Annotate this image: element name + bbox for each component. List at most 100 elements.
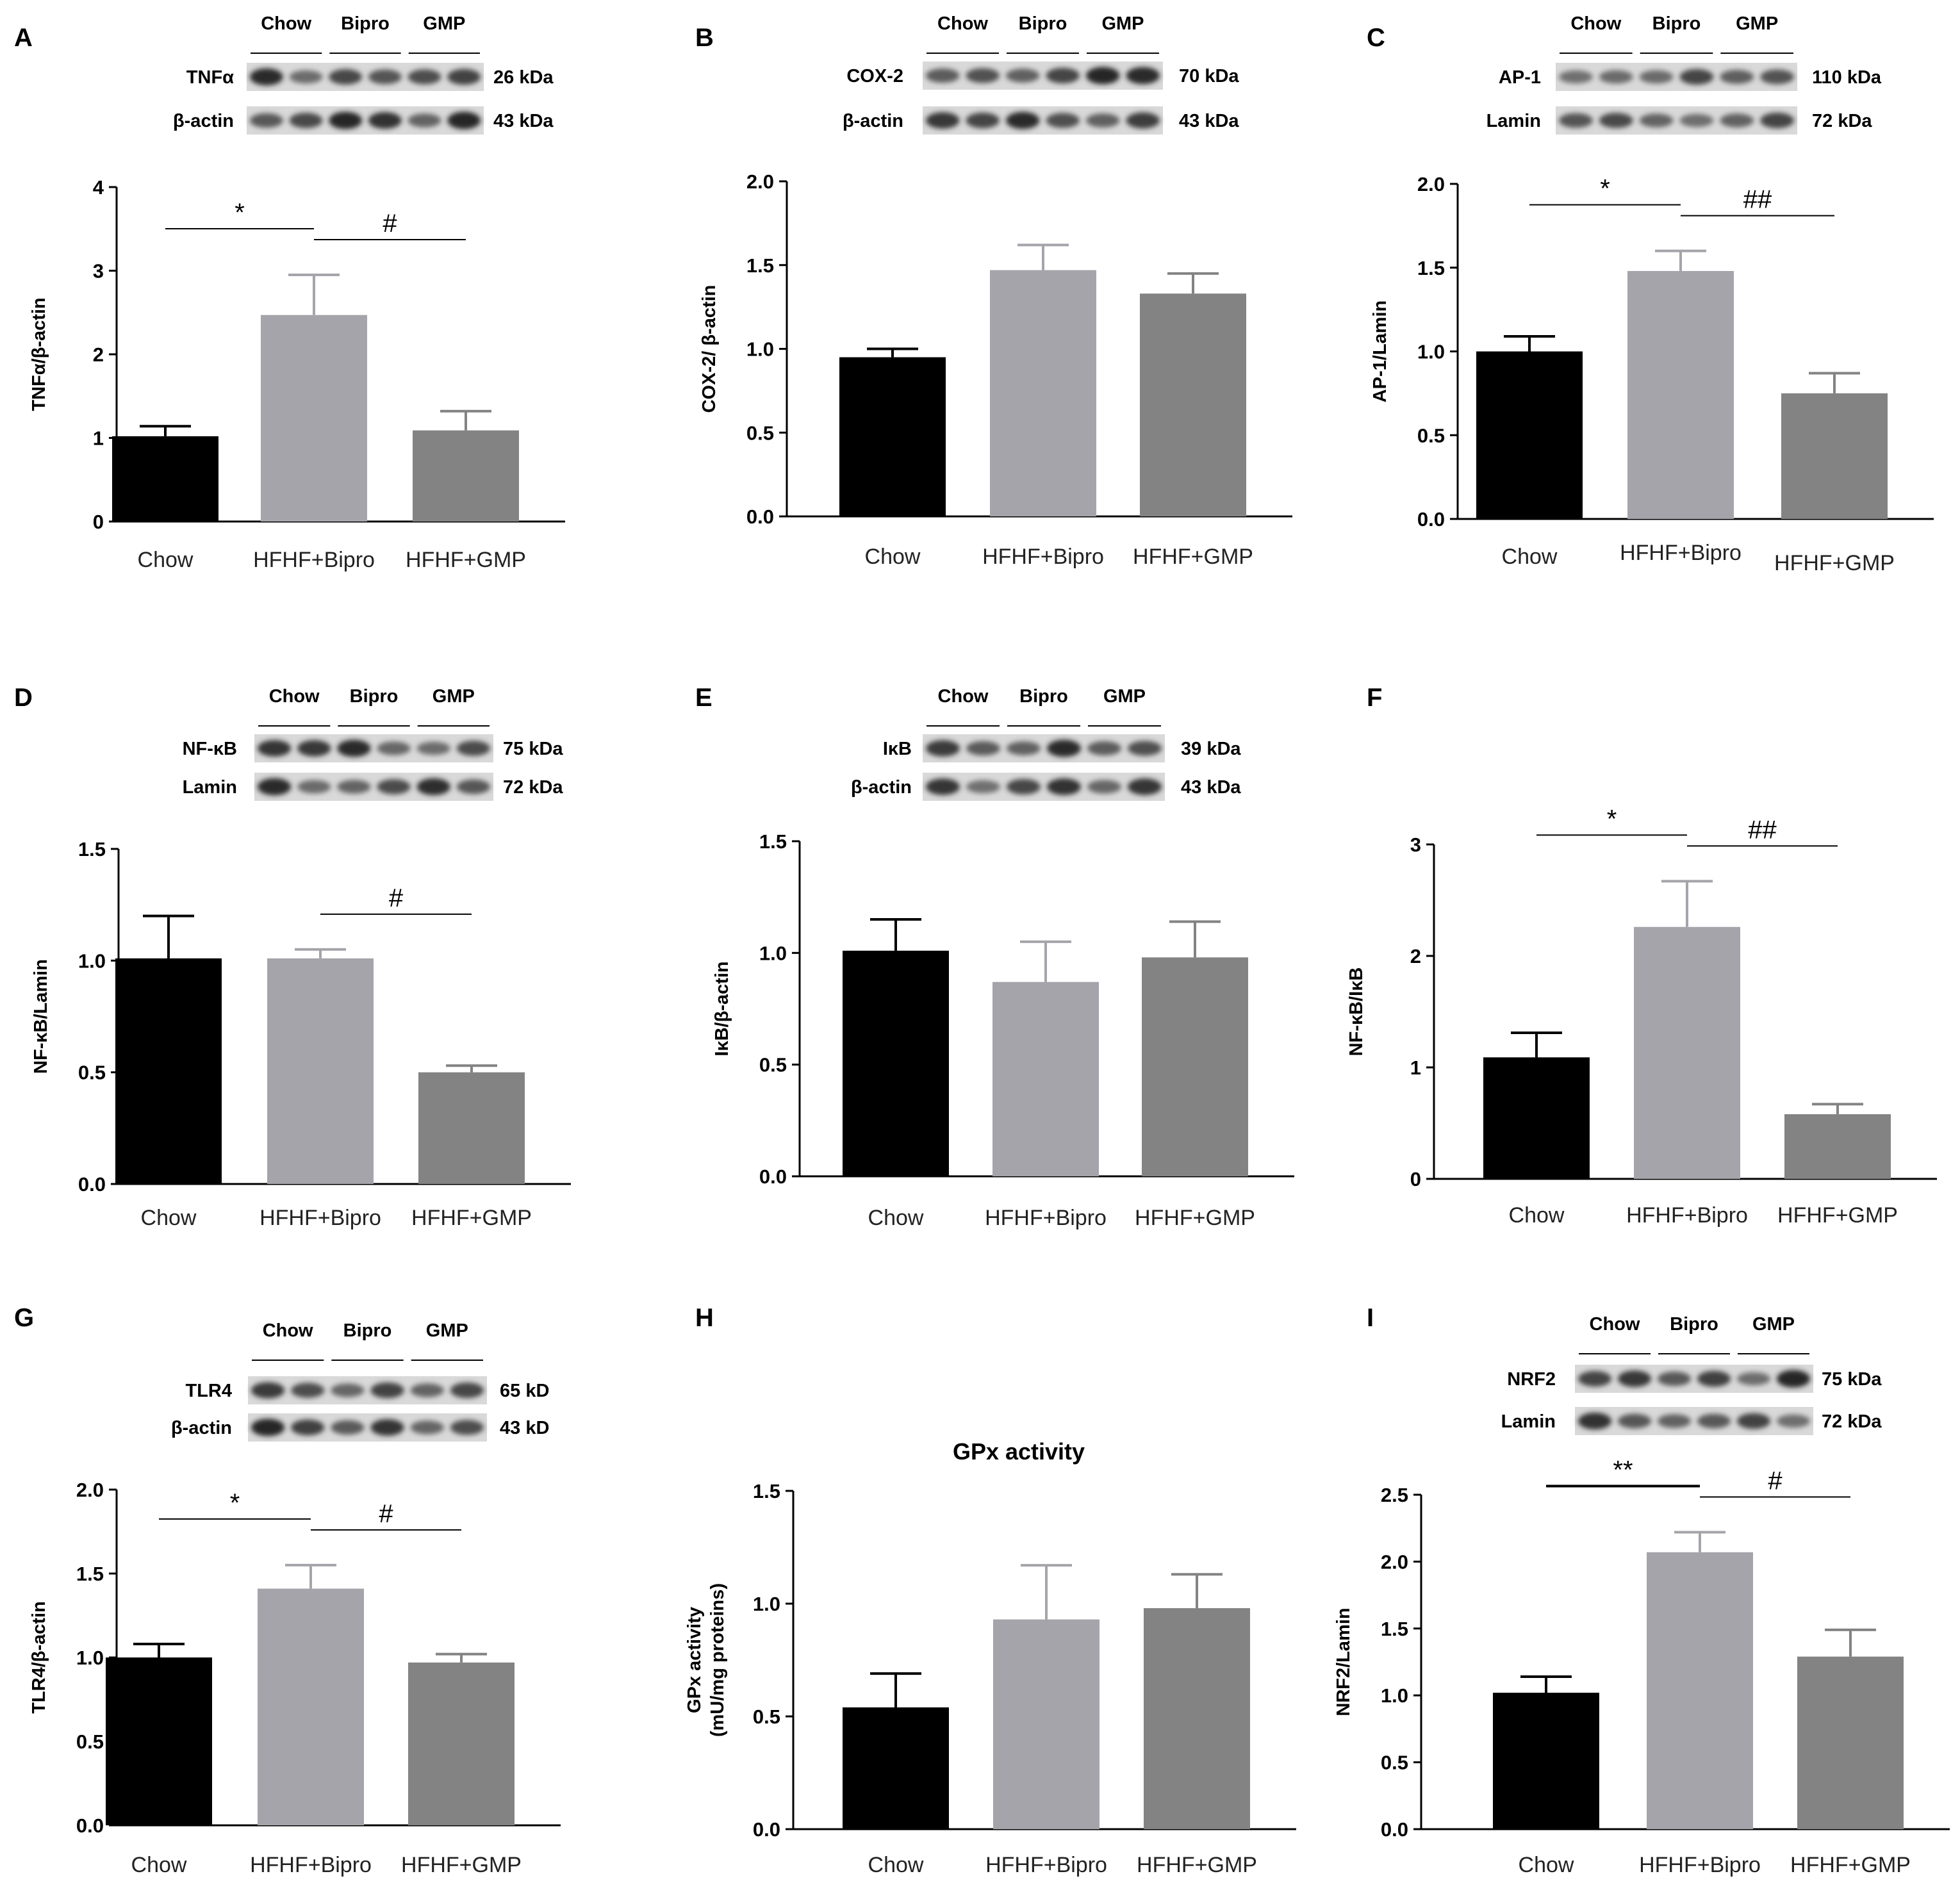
blot-group-label: Chow — [269, 686, 320, 707]
blot-group-label: Bipro — [1019, 13, 1067, 34]
significance-marker: # — [379, 1500, 393, 1528]
y-tick-label: 1.0 — [759, 942, 787, 964]
blot-band — [1006, 111, 1040, 129]
x-category-label: HFHF+GMP — [1133, 545, 1253, 569]
x-category-label: Chow — [868, 1853, 924, 1877]
y-axis-label: AP-1/Lamin — [1370, 300, 1390, 403]
blot-protein-label: TNFα — [186, 67, 234, 88]
bar-hfhf-gmp — [418, 1072, 525, 1184]
blot-band — [966, 68, 1000, 83]
y-tick-label: 2.0 — [746, 170, 774, 193]
y-tick-label: 0.5 — [746, 422, 774, 444]
blot-protein-label: NRF2 — [1507, 1369, 1556, 1390]
blot-band — [1720, 70, 1754, 84]
significance-marker: * — [235, 199, 245, 227]
x-category-label: HFHF+GMP — [1774, 551, 1895, 575]
blot-band — [1617, 1370, 1652, 1387]
y-axis-label: NF-κB/IκB — [1346, 967, 1367, 1056]
bar-hfhf-bipro — [992, 982, 1099, 1176]
blot-size-label: 65 kD — [500, 1381, 549, 1401]
y-axis-label: NF-κB/Lamin — [31, 959, 51, 1074]
blot-band — [966, 741, 1000, 756]
bar-hfhf-bipro — [261, 315, 367, 522]
y-tick-label: 1.5 — [1381, 1618, 1408, 1640]
blot-band — [1697, 1413, 1731, 1429]
blot-strip — [248, 1413, 487, 1442]
blot-strip — [923, 773, 1165, 801]
blot-group-label: Bipro — [343, 1320, 392, 1341]
y-tick-label: 0 — [1410, 1168, 1421, 1190]
western-blot: Chow Bipro GMP NRF2 75 kDa Lamin 72 kDa — [1501, 1314, 1882, 1435]
y-axis-label: TNFα/β-actin — [29, 297, 49, 411]
chart-area: 0.0 0.5 1.0 1.5 IκB/β-actin Chow HFHF+Bipro HFH… — [712, 830, 1294, 1230]
blot-band — [329, 111, 363, 129]
blot-band — [456, 741, 491, 756]
y-tick-label: 1.0 — [746, 338, 774, 361]
panel-f: F 0 1 2 3 NF-κB/IκB Chow HFHF+Bipro HFHF+GMP * ## — [1346, 684, 1937, 1228]
significance-marker: ** — [1613, 1456, 1633, 1484]
blot-band — [1126, 67, 1160, 85]
blot-size-label: 110 kDa — [1812, 67, 1882, 88]
blot-protein-label: Lamin — [183, 777, 237, 798]
blot-band — [1577, 1370, 1612, 1387]
y-tick-label: 0.5 — [1417, 424, 1445, 447]
blot-band — [1047, 739, 1081, 757]
blot-band — [337, 780, 371, 794]
x-category-label: HFHF+GMP — [1135, 1206, 1255, 1230]
blot-band — [1760, 69, 1794, 85]
blot-group-label: Bipro — [350, 686, 399, 707]
blot-band — [1679, 113, 1714, 127]
blot-band — [926, 778, 960, 795]
x-category-label: Chow — [1519, 1853, 1574, 1877]
blot-group-label: Bipro — [1652, 13, 1701, 34]
y-tick-label: 1.0 — [1417, 341, 1445, 363]
blot-protein-label: AP-1 — [1499, 67, 1541, 88]
chart-area: 0.0 0.5 1.0 1.5 2.0 2.5 NRF2/Lamin Chow HFHF+Bip… — [1333, 1456, 1950, 1877]
blot-band — [1736, 1372, 1771, 1386]
blot-band — [416, 741, 450, 755]
blot-band — [1086, 67, 1120, 85]
bar-chow — [1483, 1057, 1590, 1179]
chart-area: 0 1 2 3 4 TNFα/β-actin Chow HFHF+Bipro HFHF+GMP *… — [29, 176, 565, 572]
panel-letter: H — [695, 1304, 714, 1332]
y-tick-label: 0.0 — [759, 1165, 787, 1188]
blot-group-label: GMP — [426, 1320, 468, 1341]
x-category-label: HFHF+GMP — [1777, 1203, 1898, 1228]
blot-band — [926, 68, 960, 83]
x-category-label: HFHF+Bipro — [982, 545, 1104, 569]
y-tick-label: 0.0 — [753, 1818, 780, 1841]
chart-area: 0.0 0.5 1.0 1.5 NF-κB/Lamin Chow HFHF+Bipro HFH… — [31, 838, 571, 1230]
y-tick-label: 0.5 — [1381, 1752, 1408, 1774]
significance-marker: # — [383, 210, 397, 238]
blot-band — [368, 69, 402, 85]
y-tick-label: 0.5 — [759, 1054, 787, 1076]
bar-hfhf-gmp — [1784, 1114, 1891, 1179]
blot-band — [1720, 113, 1754, 127]
western-blot: Chow Bipro GMP NF-κB 75 kDa Lamin 72 kDa — [183, 686, 563, 801]
x-category-label: Chow — [138, 548, 194, 572]
blot-protein-label: Lamin — [1486, 111, 1541, 131]
blot-protein-label: β-actin — [173, 111, 234, 131]
blot-band — [416, 778, 450, 796]
blot-size-label: 43 kD — [500, 1418, 549, 1438]
bar-chow — [843, 1707, 949, 1829]
blot-band — [370, 1382, 404, 1399]
blot-protein-label: NF-κB — [183, 739, 237, 759]
chart-title: GPx activity — [953, 1438, 1085, 1465]
blot-group-label: Bipro — [1670, 1314, 1718, 1335]
blot-band — [289, 112, 323, 129]
bar-hfhf-gmp — [1142, 957, 1248, 1176]
blot-band — [1559, 70, 1593, 84]
blot-strip — [1575, 1407, 1813, 1435]
blot-band — [331, 1420, 365, 1435]
x-category-label: HFHF+GMP — [411, 1206, 532, 1230]
x-category-label: HFHF+GMP — [406, 548, 526, 572]
western-blot: Chow Bipro GMP TLR4 65 kD β-actin 43 kD — [171, 1320, 549, 1442]
x-category-label: Chow — [131, 1853, 187, 1877]
blot-protein-label: β-actin — [171, 1418, 232, 1438]
blot-band — [966, 780, 1000, 794]
y-tick-label: 4 — [93, 176, 104, 199]
chart-area: 0 1 2 3 NF-κB/IκB Chow HFHF+Bipro HFHF+GMP * ## — [1346, 805, 1937, 1228]
significance-marker: * — [1600, 175, 1610, 203]
